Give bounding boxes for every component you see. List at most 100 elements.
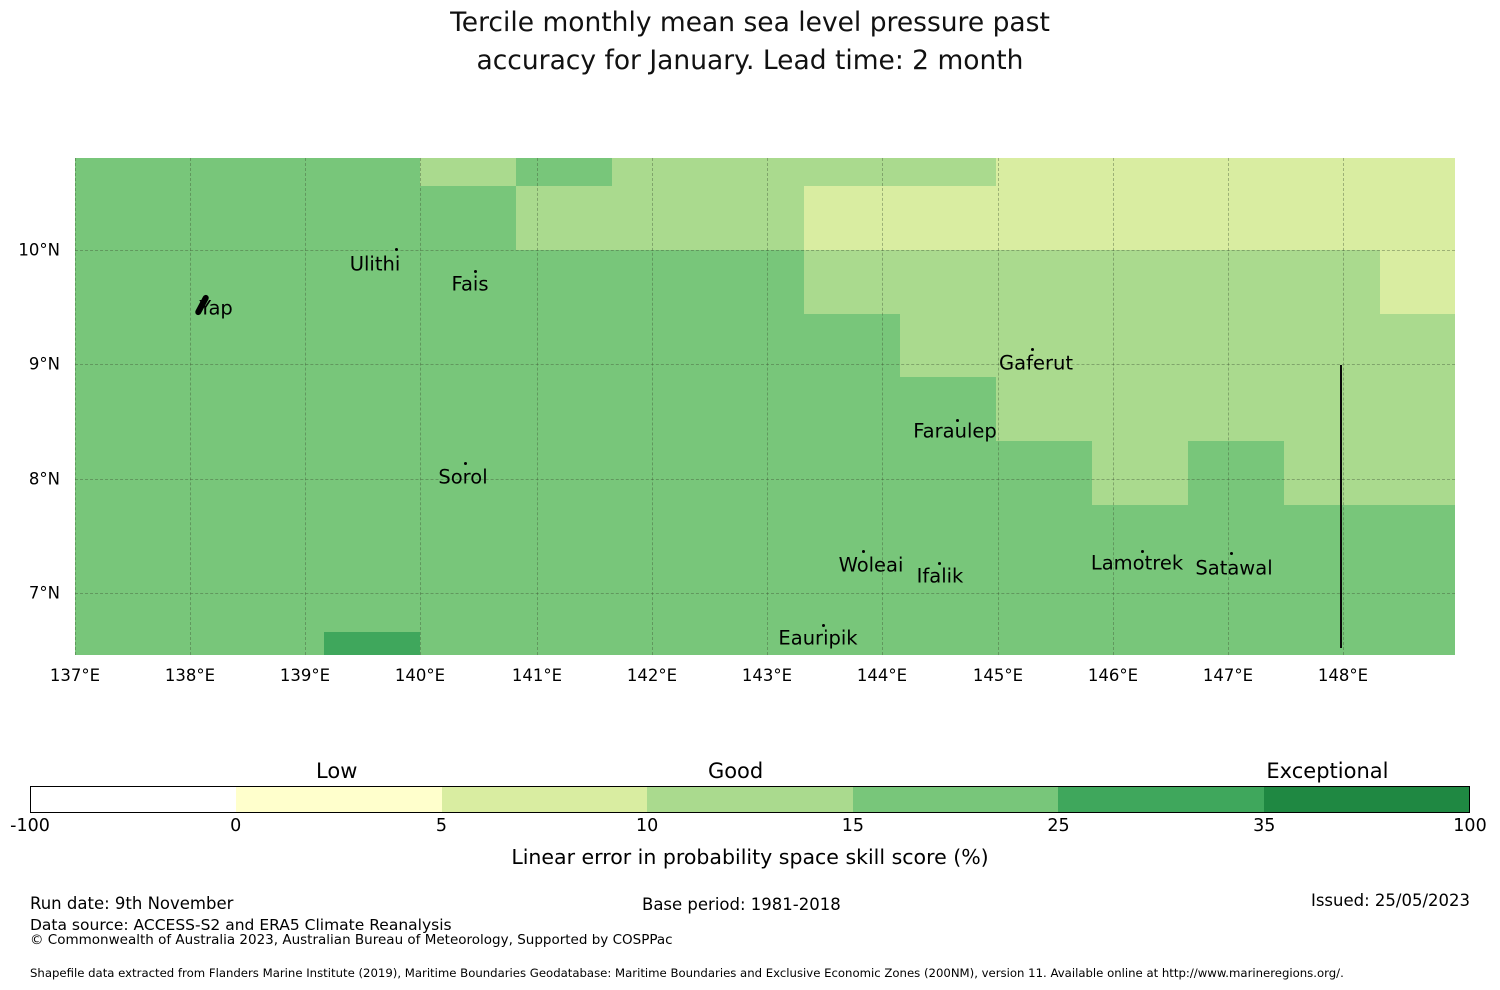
grid-cell: [75, 250, 132, 314]
shapefile-attribution-text: Shapefile data extracted from Flanders M…: [30, 966, 1344, 980]
x-tick-label: 148°E: [1317, 666, 1369, 685]
grid-cell: [75, 186, 132, 250]
grid-cell: [1188, 569, 1284, 632]
grid-cell: [1380, 377, 1455, 441]
island-dot: [464, 462, 467, 465]
grid-cell: [1380, 186, 1455, 250]
grid-cell: [75, 569, 132, 632]
island-label: Satawal: [1195, 556, 1273, 580]
grid-cell: [420, 158, 516, 186]
grid-cell: [996, 632, 1092, 655]
grid-cell: [900, 441, 996, 505]
grid-cell: [75, 441, 132, 505]
grid-cell: [132, 250, 228, 314]
grid-cell: [900, 186, 996, 250]
grid-cell: [1380, 569, 1455, 632]
grid-cell: [804, 186, 900, 250]
graticule-meridian: [1343, 158, 1344, 655]
grid-cell: [708, 505, 804, 569]
grid-cell: [1092, 314, 1188, 377]
colorbar-segment: [441, 787, 648, 812]
grid-cell: [1284, 314, 1380, 377]
grid-cell: [516, 505, 612, 569]
grid-cell: [324, 505, 420, 569]
island-label: Woleai: [838, 553, 904, 577]
grid-cell: [228, 632, 324, 655]
grid-cell: [1284, 186, 1380, 250]
x-tick-label: 137°E: [49, 666, 101, 685]
grid-cell: [132, 186, 228, 250]
grid-cell: [324, 158, 420, 186]
island-dot: [474, 270, 477, 273]
island-label: Sorol: [438, 465, 488, 489]
island-dot: [1031, 348, 1034, 351]
grid-cell: [996, 250, 1092, 314]
grid-cell: [708, 314, 804, 377]
grid-cell: [804, 314, 900, 377]
x-tick-label: 146°E: [1087, 666, 1139, 685]
graticule-meridian: [1228, 158, 1229, 655]
graticule-parallel: [75, 479, 1455, 480]
graticule-meridian: [75, 158, 76, 655]
grid-cell: [708, 158, 804, 186]
grid-cell: [75, 158, 132, 186]
grid-cell: [516, 569, 612, 632]
grid-cell: [1188, 186, 1284, 250]
data-source-text: Data source: ACCESS-S2 and ERA5 Climate …: [30, 916, 452, 934]
grid-cell: [1188, 158, 1284, 186]
grid-cell: [75, 632, 132, 655]
island-label: Gaferut: [999, 351, 1073, 375]
island-label: Faraulep: [913, 419, 997, 443]
grid-cell: [324, 186, 420, 250]
colorbar-segment: [647, 787, 853, 812]
grid-cell: [132, 377, 228, 441]
y-tick-label: 9°N: [28, 354, 60, 374]
grid-cell: [420, 250, 516, 314]
colorbar-tick-label: 0: [230, 816, 242, 836]
y-tick-label: 8°N: [28, 469, 60, 489]
island-label: Lamotrek: [1090, 551, 1184, 575]
island-label: Ulithi: [349, 252, 401, 276]
grid-cell: [1092, 250, 1188, 314]
grid-cell: [1188, 505, 1284, 569]
grid-cell: [1284, 377, 1380, 441]
graticule-meridian: [537, 158, 538, 655]
grid-cell: [420, 632, 516, 655]
grid-cell: [420, 377, 516, 441]
grid-cell: [324, 632, 420, 655]
grid-cell: [420, 441, 516, 505]
grid-cell: [900, 314, 996, 377]
grid-cell: [612, 186, 708, 250]
grid-cell: [1380, 505, 1455, 569]
island-label: Ifalik: [916, 564, 964, 588]
grid-cell: [1380, 632, 1455, 655]
grid-cell: [324, 377, 420, 441]
grid-cell: [900, 632, 996, 655]
grid-cell: [1188, 441, 1284, 505]
grid-cell: [612, 250, 708, 314]
colorbar-region-label: Exceptional: [1266, 759, 1389, 783]
island-dot: [1141, 550, 1144, 553]
colorbar-tick-label: 10: [636, 816, 659, 836]
chart-title: Tercile monthly mean sea level pressure …: [0, 4, 1500, 80]
graticule-meridian: [767, 158, 768, 655]
colorbar-tick-label: 15: [841, 816, 864, 836]
grid-cell: [900, 158, 996, 186]
issued-date-text: Issued: 25/05/2023: [1310, 891, 1470, 910]
grid-cell: [420, 569, 516, 632]
grid-cell: [132, 569, 228, 632]
grid-cell: [1092, 186, 1188, 250]
grid-cell: [228, 158, 324, 186]
graticule-parallel: [75, 364, 1455, 365]
graticule-meridian: [882, 158, 883, 655]
copyright-text: © Commonwealth of Australia 2023, Austra…: [30, 932, 673, 948]
grid-cell: [900, 569, 996, 632]
grid-cell: [1380, 158, 1455, 186]
grid-cell: [1092, 441, 1188, 505]
y-tick-label: 7°N: [28, 583, 60, 603]
grid-cell: [996, 569, 1092, 632]
x-tick-label: 145°E: [972, 666, 1024, 685]
grid-cell: [1188, 314, 1284, 377]
grid-cell: [708, 250, 804, 314]
